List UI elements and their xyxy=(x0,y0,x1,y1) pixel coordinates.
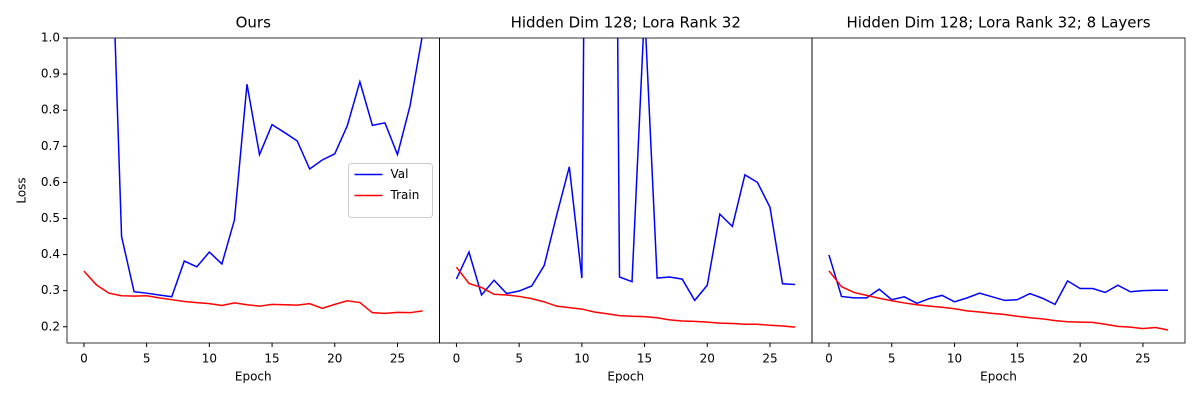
x-tick-label: 0 xyxy=(80,352,88,366)
legend-label: Val xyxy=(391,167,409,181)
x-tick-label: 15 xyxy=(264,352,279,366)
subplot: Hidden Dim 128; Lora Rank 32; 8 Layers Ep… xyxy=(811,14,1186,384)
y-tick-label: 0.9 xyxy=(41,67,60,81)
x-tick-label: 5 xyxy=(143,352,151,366)
x-tick-label: 10 xyxy=(947,352,962,366)
subplot-title: Hidden Dim 128; Lora Rank 32; 8 Layers xyxy=(846,14,1150,32)
plot-frame xyxy=(811,37,1186,344)
x-tick-label: 5 xyxy=(888,352,896,366)
subplot-title: Ours xyxy=(236,14,271,32)
x-tick-label: 20 xyxy=(327,352,342,366)
x-tick-label: 15 xyxy=(637,352,652,366)
subplot: Ours Epoch Loss 0 5 10 15 20 25 0.2 0.3 0.4 0.5 0.6 0.… xyxy=(15,14,440,384)
x-tick-label: 15 xyxy=(1010,352,1025,366)
x-tick-label: 25 xyxy=(1135,352,1150,366)
subplot-title: Hidden Dim 128; Lora Rank 32 xyxy=(511,14,741,32)
y-tick-label: 0.7 xyxy=(41,139,60,153)
x-tick-label: 0 xyxy=(825,352,833,366)
y-axis-label: Loss xyxy=(15,177,29,203)
x-tick-label: 25 xyxy=(390,352,405,366)
x-tick-label: 20 xyxy=(700,352,715,366)
x-tick-label: 10 xyxy=(202,352,217,366)
x-tick-label: 20 xyxy=(1072,352,1087,366)
y-tick-label: 0.3 xyxy=(41,283,60,297)
legend: Val Train xyxy=(348,163,433,218)
x-axis-label: Epoch xyxy=(607,370,644,384)
y-tick-label: 0.4 xyxy=(41,247,60,261)
x-tick-label: 10 xyxy=(574,352,589,366)
x-axis-label: Epoch xyxy=(235,370,272,384)
plot-lines xyxy=(455,38,796,328)
x-tick-label: 0 xyxy=(453,352,461,366)
series-line xyxy=(455,266,796,328)
x-tick-label: 25 xyxy=(762,352,777,366)
legend-box xyxy=(348,163,433,218)
series-line xyxy=(455,38,796,302)
x-axis-label: Epoch xyxy=(980,370,1017,384)
series-line xyxy=(828,254,1169,306)
y-tick-label: 0.2 xyxy=(41,319,60,333)
subplot: Hidden Dim 128; Lora Rank 32 Epoch 0 5 10 15 2… xyxy=(439,14,813,384)
y-tick-label: 0.8 xyxy=(41,103,60,117)
y-tick-label: 0.6 xyxy=(41,175,60,189)
series-line xyxy=(828,270,1169,331)
y-tick-label: 0.5 xyxy=(41,211,60,225)
legend-label: Train xyxy=(390,188,420,202)
y-tick-label: 1.0 xyxy=(41,31,60,45)
plot-lines xyxy=(828,254,1169,331)
plot-lines xyxy=(83,38,423,315)
series-line xyxy=(83,270,423,315)
series-line xyxy=(114,38,423,298)
plot-frame xyxy=(439,37,813,344)
x-tick-label: 5 xyxy=(515,352,523,366)
